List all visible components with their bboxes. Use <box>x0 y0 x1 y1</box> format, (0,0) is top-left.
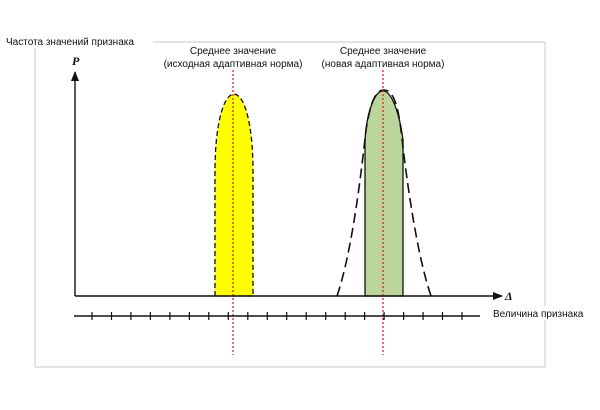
new-distribution-envelope-curve <box>336 89 432 297</box>
frequency-label: Частота значений признака <box>6 37 134 48</box>
mean-new-label-line1: Среднее значение <box>340 46 427 57</box>
new-distribution-area <box>364 90 404 297</box>
magnitude-label: Величина признака <box>493 309 584 320</box>
original-distribution-curve <box>214 93 254 297</box>
mean-original-label-line1: Среднее значение <box>190 46 277 57</box>
magnitude-scale-ticks <box>91 312 463 320</box>
label-mask-magnitude <box>490 306 600 320</box>
mean-new-label-line2: (новая адаптивная норма) <box>322 59 445 70</box>
diagram-frame <box>34 41 546 368</box>
mean-original-label-line2: (исходная адаптивная норма) <box>164 59 303 70</box>
delta-axis-letter: Δ <box>504 289 513 303</box>
label-mask-frequency <box>5 34 153 48</box>
p-axis-letter: P <box>72 54 80 68</box>
